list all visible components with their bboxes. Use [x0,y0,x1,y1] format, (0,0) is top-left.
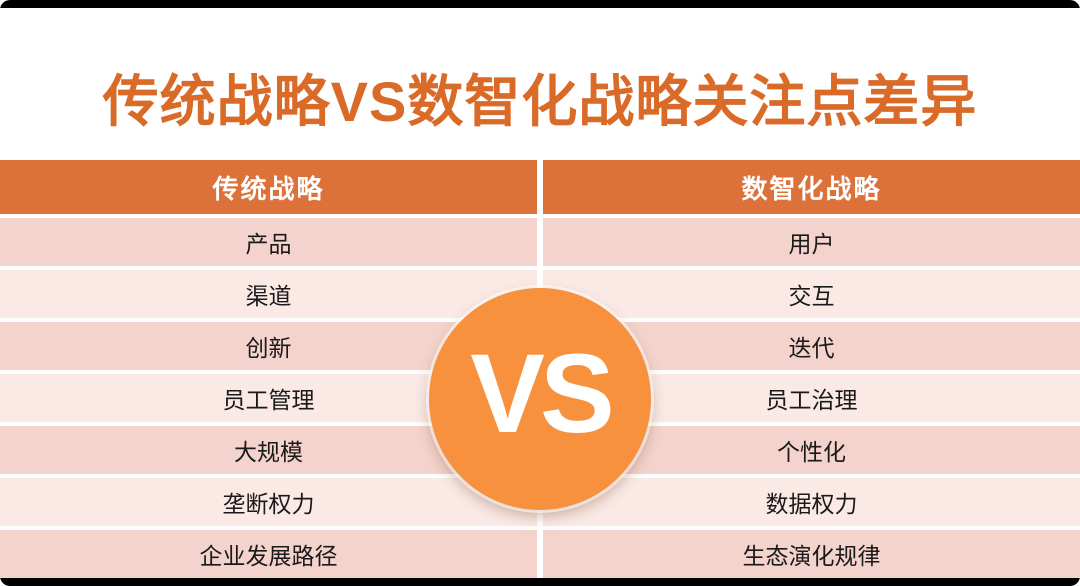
table-cell: 用户 [543,218,1080,266]
top-edge-bar [0,0,1080,8]
table-cell: 数据权力 [543,478,1080,526]
table-cell: 产品 [0,218,537,266]
slide-title: 传统战略VS数智化战略关注点差异 [102,70,978,133]
column-header-traditional: 传统战略 [0,160,537,214]
table-cell: 生态演化规律 [543,530,1080,578]
comparison-table: 传统战略 数智化战略 产品 用户 渠道 交互 创新 迭代 员工管理 员工治理 大… [0,160,1080,578]
vs-badge: VS [429,288,651,510]
table-cell: 企业发展路径 [0,530,537,578]
table-cell: 垄断权力 [0,478,537,526]
bottom-edge-bar [0,578,1080,586]
vs-badge-label: VS [470,331,614,456]
table-cell: 渠道 [0,270,537,318]
table-cell: 交互 [543,270,1080,318]
column-header-digital: 数智化战略 [543,160,1080,214]
